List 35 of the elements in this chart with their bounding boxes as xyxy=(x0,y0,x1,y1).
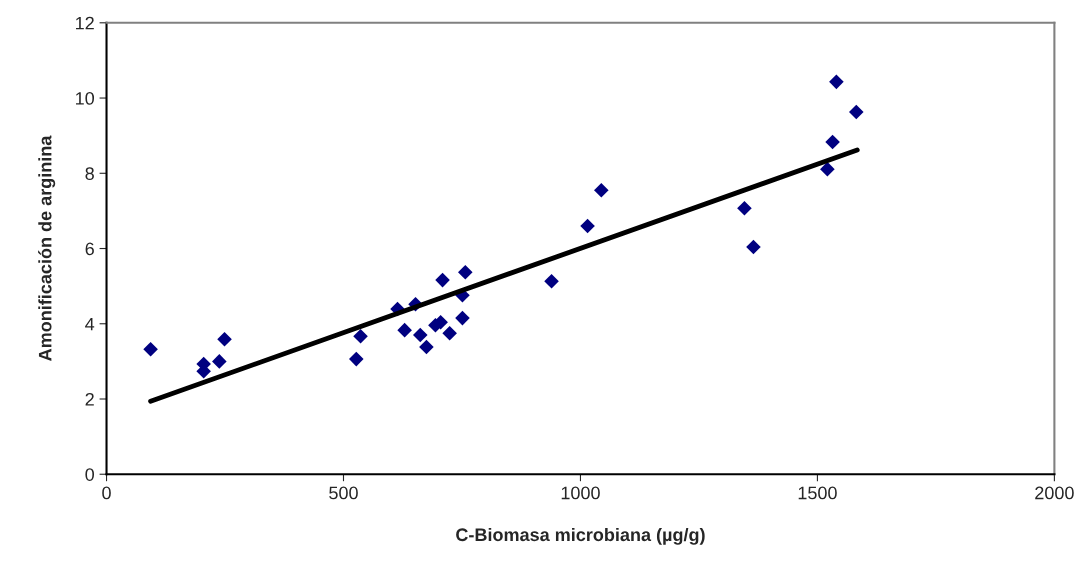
point xyxy=(737,200,752,216)
point xyxy=(849,104,864,120)
y-tick-label: 10 xyxy=(76,91,95,105)
point xyxy=(412,327,428,343)
point xyxy=(212,354,227,369)
x-tick-label: 2000 xyxy=(1035,486,1074,500)
point xyxy=(349,351,364,367)
point xyxy=(419,339,434,355)
y-tick-label: 4 xyxy=(85,317,95,331)
y-tick-label: 8 xyxy=(85,167,94,180)
point xyxy=(217,331,232,347)
y-tick-label: 2 xyxy=(85,392,94,406)
y-tick-label: 0 xyxy=(85,468,95,481)
point xyxy=(455,310,470,326)
point xyxy=(458,264,473,280)
point xyxy=(746,239,761,255)
point xyxy=(594,182,609,198)
y-tick-label: 6 xyxy=(85,242,94,256)
point xyxy=(442,325,457,341)
point xyxy=(820,161,835,177)
point xyxy=(353,328,368,344)
y-tick-label: 12 xyxy=(76,16,94,30)
x-tick-label: 500 xyxy=(329,486,358,500)
point xyxy=(143,342,158,357)
point xyxy=(829,74,844,90)
point xyxy=(825,134,840,150)
x-tick-label: 0 xyxy=(102,486,111,500)
x-tick-label: 1000 xyxy=(561,486,600,500)
x-axis-title: C-Biomasa microbiana (µg/g) xyxy=(456,527,705,545)
x-tick-label: 1500 xyxy=(798,486,837,500)
point xyxy=(397,322,412,338)
point xyxy=(580,218,595,234)
point xyxy=(544,273,559,289)
point xyxy=(435,272,450,288)
y-axis-title: Amonificación de arginina xyxy=(38,135,56,361)
